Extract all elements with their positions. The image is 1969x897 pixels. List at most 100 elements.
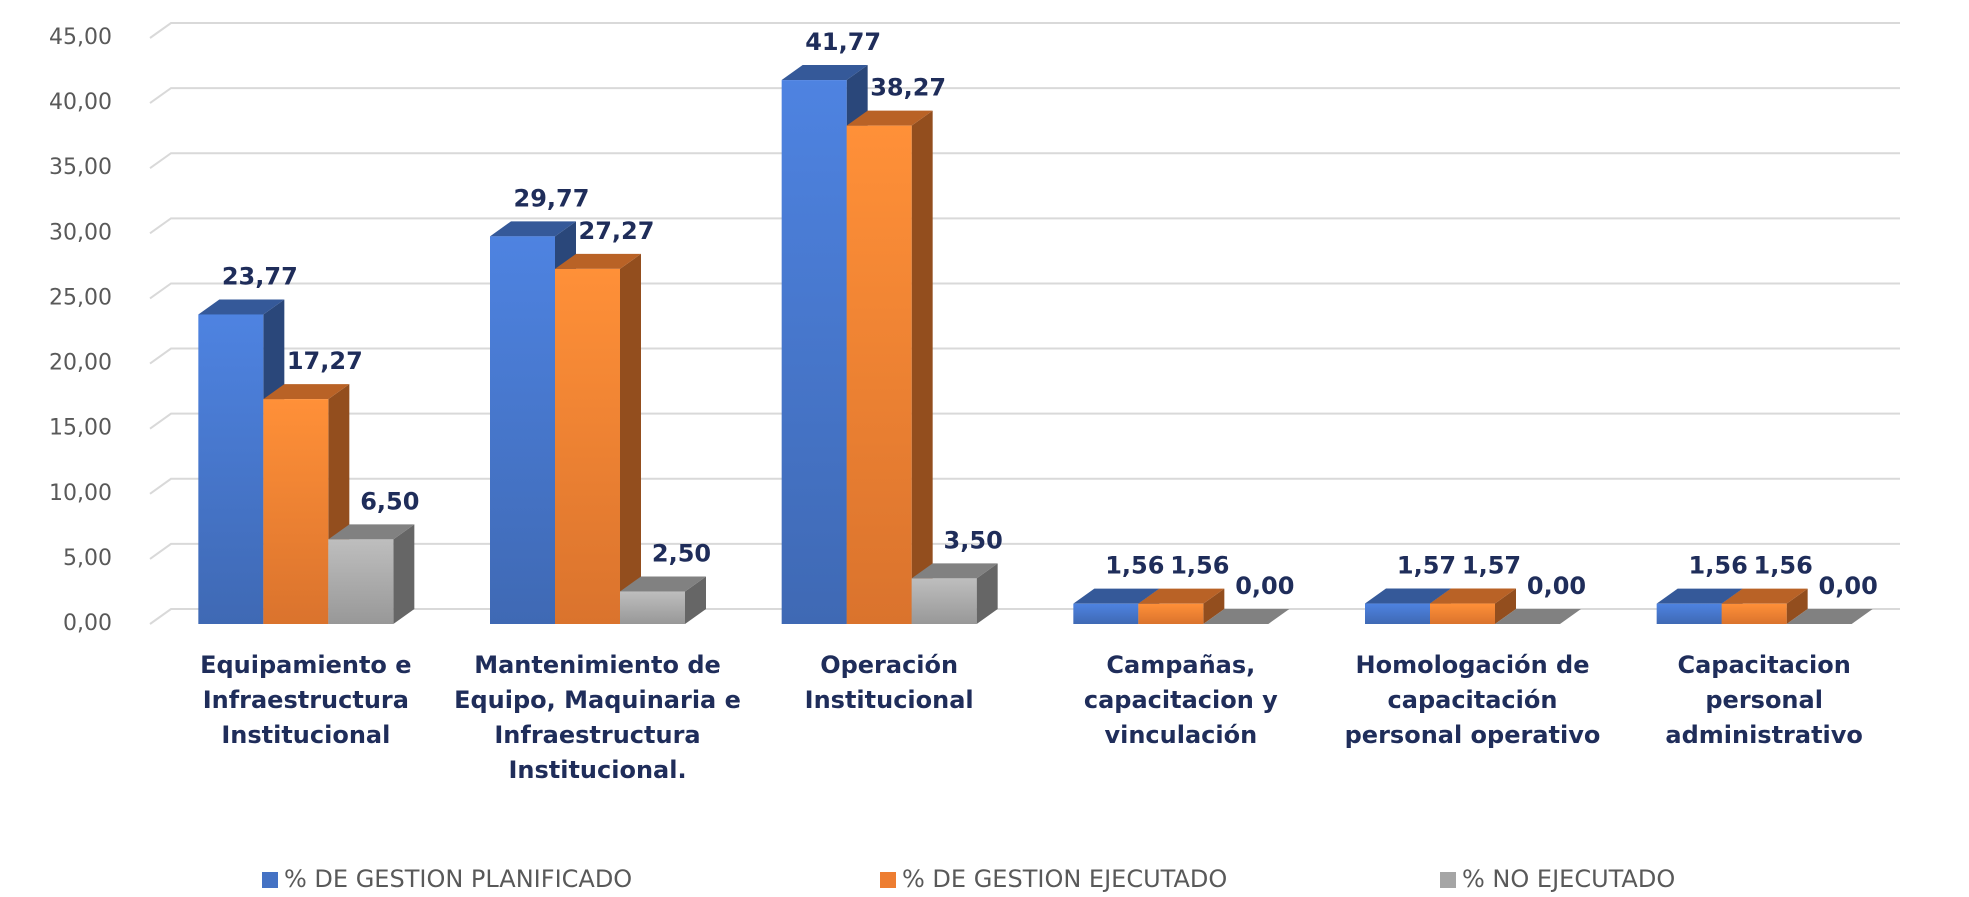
value-label: 1,56	[1170, 552, 1229, 580]
bar	[1721, 588, 1808, 624]
bar-top	[1138, 588, 1225, 604]
bar-front	[911, 578, 977, 624]
value-label: 1,56	[1689, 552, 1748, 580]
grid-line	[149, 347, 1900, 365]
bar-top	[1656, 588, 1743, 604]
bar-front	[1430, 603, 1495, 624]
legend-swatch	[880, 872, 896, 888]
value-label: 17,27	[287, 347, 363, 375]
x-tick-label: Homologación de capacitación personal op…	[1344, 651, 1601, 749]
bar-side	[620, 253, 641, 624]
bar-top	[911, 563, 998, 579]
y-tick-label: 25,00	[49, 285, 112, 310]
bar-top	[846, 110, 933, 126]
x-tick-label: Equipamiento e Infraestructura Instituci…	[200, 651, 412, 749]
bar-top	[1721, 588, 1808, 604]
x-tick-label: Campañas, capacitacion y vinculación	[1083, 651, 1278, 749]
bar-top	[1786, 609, 1873, 624]
bar-front	[620, 591, 685, 624]
bar	[846, 110, 933, 625]
bar-front	[555, 268, 620, 624]
bar-front	[1138, 603, 1204, 624]
value-label: 29,77	[514, 184, 590, 212]
bar-top	[1203, 609, 1290, 624]
value-label: 1,56	[1754, 552, 1813, 580]
value-label: 1,57	[1462, 552, 1521, 580]
bar	[620, 576, 706, 624]
bar-top	[490, 221, 576, 237]
bar-side	[976, 563, 998, 624]
bar-top	[328, 524, 415, 540]
grid-line	[149, 412, 1900, 430]
bar-top	[1073, 588, 1160, 604]
value-label: 0,00	[1235, 572, 1294, 600]
legend-label: % DE GESTION EJECUTADO	[902, 865, 1227, 893]
y-tick-label: 45,00	[49, 25, 112, 50]
bar	[1430, 588, 1516, 624]
grid-line	[149, 542, 1900, 560]
bar-front	[198, 314, 264, 624]
grid-line	[149, 22, 1900, 39]
bar-top	[781, 65, 868, 81]
bar-top	[555, 253, 641, 269]
bar-front	[1721, 603, 1787, 624]
value-label: 6,50	[360, 487, 419, 515]
bar-front	[846, 125, 912, 624]
grid-line	[149, 152, 1900, 170]
bar-top	[620, 576, 706, 592]
bar	[911, 563, 998, 624]
bar-front	[1656, 603, 1722, 624]
y-tick-label: 40,00	[49, 90, 112, 115]
bar-front	[263, 399, 329, 624]
grid-line	[149, 608, 1900, 625]
value-label: 2,50	[652, 539, 711, 567]
bar-front	[328, 539, 394, 624]
bar-front	[1073, 603, 1139, 624]
grid-line	[149, 282, 1900, 300]
value-label: 1,56	[1105, 552, 1164, 580]
bar-side	[1495, 588, 1516, 624]
legend-swatch	[262, 872, 278, 888]
value-label: 0,00	[1819, 572, 1878, 600]
y-tick-label: 0,00	[63, 611, 112, 636]
x-tick-label: Mantenimiento de Equipo, Maquinaria e In…	[454, 651, 741, 784]
bar-side	[1203, 588, 1225, 624]
bar-front	[781, 80, 847, 625]
bar	[1203, 609, 1290, 624]
bar-front	[1365, 603, 1430, 624]
bar-top	[1495, 609, 1581, 624]
value-label: 23,77	[222, 262, 298, 290]
bar-side	[685, 576, 706, 624]
value-label: 3,50	[944, 526, 1003, 554]
bar	[1786, 609, 1873, 624]
value-label: 27,27	[579, 217, 655, 245]
value-label: 1,57	[1397, 552, 1456, 580]
bar	[1138, 588, 1225, 624]
bar	[328, 524, 415, 624]
bar-top	[263, 384, 350, 400]
y-tick-label: 5,00	[63, 546, 112, 571]
grid-line	[149, 217, 1900, 235]
bar-side	[911, 110, 933, 625]
legend-label: % DE GESTION PLANIFICADO	[284, 865, 632, 893]
value-label: 38,27	[870, 74, 946, 102]
bar-top	[198, 299, 285, 315]
y-tick-label: 35,00	[49, 155, 112, 180]
y-tick-label: 15,00	[49, 416, 112, 441]
value-label: 0,00	[1527, 572, 1586, 600]
value-label: 41,77	[805, 28, 881, 56]
bar	[1495, 609, 1581, 624]
legend-label: % NO EJECUTADO	[1462, 865, 1675, 893]
x-tick-label: Capacitacion personal administrativo	[1665, 651, 1863, 749]
bar-side	[393, 524, 415, 624]
bar-top	[1365, 588, 1451, 604]
grid-line	[149, 477, 1900, 495]
bar-front	[490, 236, 555, 625]
bar-top	[1430, 588, 1516, 604]
bar	[555, 253, 641, 624]
x-tick-label: Operación Institucional	[804, 651, 974, 714]
y-tick-label: 30,00	[49, 220, 112, 245]
grid-line	[149, 87, 1900, 104]
